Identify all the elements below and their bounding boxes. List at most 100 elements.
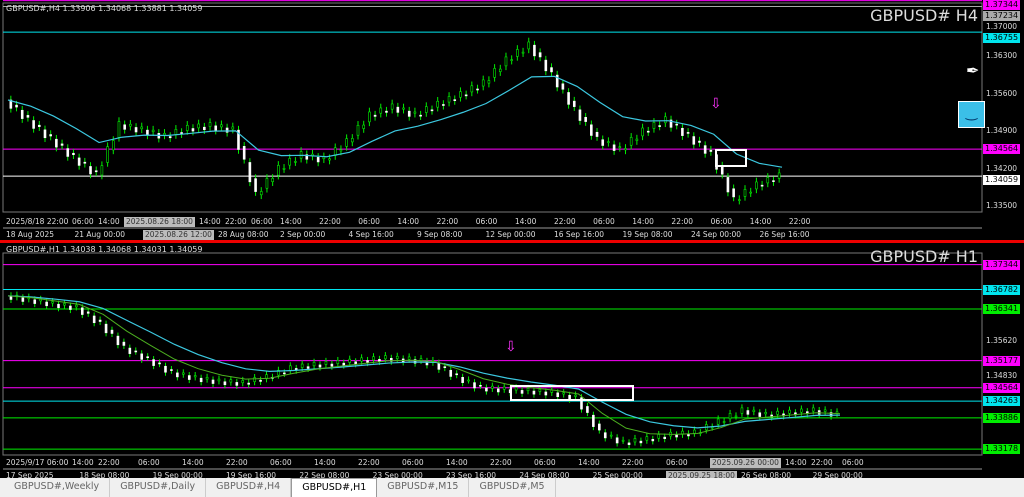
price-chart[interactable]: ⇩ bbox=[0, 243, 1024, 481]
candle-body bbox=[734, 415, 738, 418]
candle-body bbox=[345, 138, 348, 147]
candle-body bbox=[168, 136, 172, 139]
candle-body bbox=[473, 382, 476, 389]
time-tick-label: 22:00 bbox=[671, 217, 694, 226]
candle-body bbox=[491, 385, 494, 389]
candle-body bbox=[288, 158, 292, 166]
candle-body bbox=[116, 335, 120, 346]
tab-weekly[interactable]: GBPUSD#,Weekly bbox=[4, 478, 111, 497]
price-chart[interactable]: ⇩ bbox=[0, 0, 1024, 238]
time-tick-label: 06:00 bbox=[666, 458, 688, 467]
candle-body bbox=[419, 114, 422, 117]
time-tick-label: 25 Sep 00:00 bbox=[592, 471, 643, 480]
time-tick-label: 14:00 bbox=[199, 217, 221, 226]
time-tick-label: 06:00 bbox=[710, 217, 733, 226]
candle-body bbox=[574, 394, 577, 397]
time-tick-label: 22:00 bbox=[788, 217, 811, 226]
range-box[interactable] bbox=[510, 385, 634, 401]
candle-body bbox=[253, 377, 256, 382]
candle-body bbox=[716, 418, 720, 425]
candle-body bbox=[728, 413, 732, 420]
tab-m5[interactable]: GBPUSD#,M5 bbox=[469, 478, 556, 497]
h1-chart-header: GBPUSD#,H1 1.34038 1.34068 1.34031 1.340… bbox=[6, 245, 203, 254]
moving-average-line bbox=[7, 75, 783, 168]
h4-chart-pane[interactable]: ⇩ GBPUSD#,H4 1.33906 1.34068 1.33881 1.3… bbox=[0, 0, 1024, 240]
candle-body bbox=[312, 361, 316, 367]
range-box[interactable] bbox=[715, 149, 747, 167]
candle-body bbox=[26, 115, 30, 118]
candle-body bbox=[20, 109, 24, 119]
candle-body bbox=[372, 356, 375, 361]
pen-icon[interactable]: ✒ bbox=[966, 61, 980, 80]
candle-body bbox=[360, 357, 363, 362]
candle-body bbox=[485, 387, 488, 392]
candle-body bbox=[402, 107, 405, 110]
time-tick-label: 26 Sep 16:00 bbox=[759, 230, 810, 239]
candle-body bbox=[681, 127, 684, 136]
candle-body bbox=[140, 126, 144, 130]
price-tick-label: 1.37000 bbox=[986, 22, 1018, 31]
candle-body bbox=[351, 138, 354, 143]
candle-body bbox=[703, 145, 707, 154]
candle-body bbox=[283, 372, 286, 375]
time-tick-label: 19 Sep 08:00 bbox=[622, 230, 673, 239]
candle-body bbox=[722, 421, 726, 423]
time-tick-label: 18 Sep 08:00 bbox=[79, 471, 130, 480]
price-tick-label: 1.35600 bbox=[986, 88, 1018, 98]
candle-body bbox=[758, 412, 762, 417]
candle-body bbox=[318, 364, 322, 368]
tab-m15[interactable]: GBPUSD#,M15 bbox=[377, 478, 470, 497]
candle-body bbox=[57, 303, 60, 309]
price-level-label: 1.35177 bbox=[983, 355, 1021, 366]
candle-body bbox=[829, 412, 833, 417]
time-tick-label: 14:00 bbox=[280, 217, 302, 226]
candle-body bbox=[496, 388, 500, 393]
time-tick-label: 14:00 bbox=[98, 217, 120, 226]
candle-body bbox=[94, 170, 98, 173]
time-tick-label: 2025.09.26 00:00 bbox=[710, 458, 781, 468]
price-tick-label: 1.34200 bbox=[986, 163, 1018, 173]
fast-moving-average-line bbox=[7, 295, 841, 435]
candle-body bbox=[639, 440, 643, 444]
time-tick-label: 19 Sep 00:00 bbox=[152, 471, 203, 480]
candle-body bbox=[772, 180, 775, 182]
candle-body bbox=[396, 106, 400, 113]
tab-h4[interactable]: GBPUSD#,H4 bbox=[206, 478, 292, 497]
candle-body bbox=[669, 119, 673, 128]
candle-body bbox=[225, 127, 229, 133]
candle-body bbox=[612, 144, 616, 151]
candle-body bbox=[373, 114, 377, 117]
candle-body bbox=[182, 372, 185, 375]
candle-body bbox=[777, 172, 781, 179]
candle-body bbox=[390, 357, 393, 362]
candle-body bbox=[586, 406, 589, 413]
time-tick-label: 14:00 bbox=[397, 217, 420, 226]
candle-body bbox=[395, 355, 399, 359]
candle-body bbox=[151, 129, 155, 133]
candle-body bbox=[627, 442, 631, 445]
candle-body bbox=[43, 129, 47, 139]
time-tick-label: 14:00 bbox=[314, 458, 336, 467]
candle-body bbox=[205, 377, 209, 380]
candle-body bbox=[479, 385, 482, 387]
candle-body bbox=[339, 149, 343, 152]
candle-body bbox=[248, 162, 252, 183]
candle-body bbox=[32, 120, 35, 129]
candle-body bbox=[746, 410, 750, 415]
candle-body bbox=[77, 157, 81, 166]
candle-body bbox=[277, 369, 280, 376]
candle-body bbox=[675, 123, 679, 126]
tab-daily[interactable]: GBPUSD#,Daily bbox=[110, 478, 207, 497]
h1-chart-pane[interactable]: ⇩ GBPUSD#,H1 1.34038 1.34068 1.34031 1.3… bbox=[0, 240, 1024, 481]
candle-body bbox=[556, 392, 560, 398]
tab-h1[interactable]: GBPUSD#,H1 bbox=[291, 478, 378, 497]
time-tick-label: 22:00 bbox=[811, 458, 833, 467]
time-tick-label: 06:00 bbox=[72, 217, 94, 226]
smile-curve-icon[interactable]: ‿ bbox=[958, 101, 985, 128]
candle-body bbox=[191, 128, 195, 132]
candle-body bbox=[532, 390, 536, 395]
candle-body bbox=[442, 104, 445, 106]
candle-body bbox=[80, 307, 84, 315]
candle-body bbox=[658, 125, 661, 127]
plot-border bbox=[2, 2, 983, 213]
